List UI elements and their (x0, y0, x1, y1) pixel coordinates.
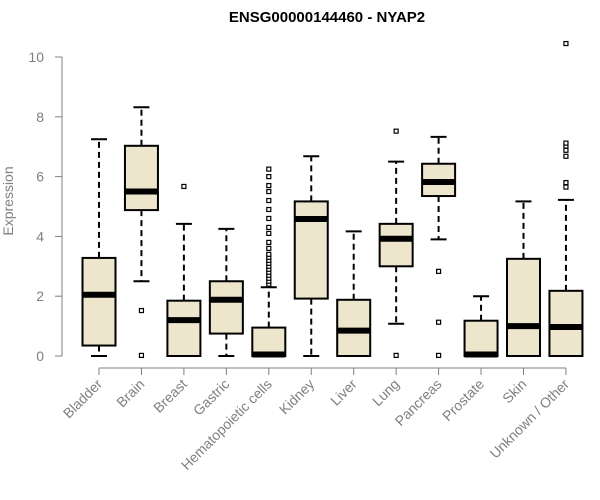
y-tick-label: 6 (36, 169, 44, 185)
outlier-point (266, 215, 272, 222)
x-tick-label: Skin (499, 376, 530, 407)
outlier-point (266, 239, 272, 245)
y-tick-label: 4 (36, 228, 44, 244)
box-skin (506, 200, 541, 358)
box-brain (123, 106, 159, 359)
outlier-point (436, 268, 442, 274)
box-iqr (81, 256, 117, 347)
outlier-point (563, 153, 569, 159)
y-tick-label: 2 (36, 288, 44, 304)
outlier-point (266, 206, 272, 213)
box-bladder (81, 138, 117, 357)
x-tick-label: Liver (327, 376, 360, 409)
box-liver (336, 230, 372, 357)
box-iqr (378, 222, 414, 268)
outlier-point (266, 197, 272, 204)
box-breast (166, 183, 202, 357)
box-iqr (166, 299, 202, 357)
outlier-point (436, 352, 442, 359)
box-lung (378, 128, 414, 359)
chart-title: ENSG00000144460 - NYAP2 (229, 9, 425, 26)
outlier-point (138, 307, 145, 314)
outlier-point (436, 319, 442, 325)
outlier-point (266, 182, 272, 189)
box-iqr (251, 326, 287, 358)
y-tick-label: 8 (36, 109, 44, 125)
outlier-point (563, 140, 569, 146)
outlier-point (393, 352, 399, 359)
x-tick-label: Bladder (60, 376, 106, 422)
x-tick-label: Breast (150, 376, 190, 416)
box-iqr (208, 280, 244, 335)
box-pancreas (421, 135, 457, 359)
x-tick-label: Brain (113, 376, 147, 410)
outlier-point (266, 224, 272, 231)
outlier-point (266, 188, 272, 195)
x-tick-label: Unknown / Other (486, 376, 572, 462)
x-tick-label: Pancreas (392, 376, 445, 429)
outlier-point (138, 352, 145, 359)
box-iqr (506, 257, 541, 358)
outlier-point (563, 147, 569, 153)
y-tick-label: 10 (28, 49, 44, 65)
box-prostate (463, 295, 499, 358)
outlier-point (393, 128, 399, 134)
outlier-point (563, 184, 569, 190)
y-tick-label: 0 (36, 348, 44, 364)
box-hematopoietic-cells (251, 166, 287, 358)
box-unknown-other (548, 40, 584, 357)
y-axis: 0 2 4 6 8 10 (28, 49, 63, 364)
box-iqr (293, 200, 329, 300)
outlier-point (266, 230, 272, 237)
outlier-point (181, 183, 187, 190)
x-tick-label: Lung (369, 376, 402, 409)
boxes-group (81, 40, 584, 359)
box-iqr (123, 144, 159, 212)
outlier-point (563, 40, 569, 47)
x-tick-label: Kidney (276, 376, 318, 418)
y-axis-label: Expression (0, 166, 16, 235)
box-kidney (293, 155, 329, 357)
box-iqr (548, 289, 584, 357)
outlier-point (563, 179, 569, 186)
x-tick-label: Prostate (439, 376, 487, 424)
outlier-point (266, 251, 272, 257)
outlier-point (266, 245, 272, 251)
outlier-point (266, 174, 272, 180)
box-gastric (208, 227, 244, 357)
outlier-point (266, 166, 272, 172)
box-iqr (463, 319, 499, 357)
